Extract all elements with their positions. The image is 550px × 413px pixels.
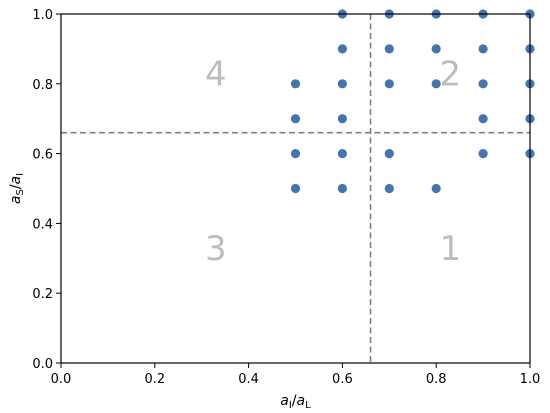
y-tick-label: 0.4 xyxy=(32,217,53,232)
x-tick-label: 0.4 xyxy=(238,372,259,387)
x-tick-label: 0.8 xyxy=(426,372,447,387)
plot-area: 1 2 3 4 xyxy=(61,9,535,363)
y-tick-label: 0.8 xyxy=(32,78,53,93)
x-axis-label-sub: I xyxy=(289,400,292,411)
data-point xyxy=(431,183,441,194)
data-point xyxy=(478,79,488,89)
data-point xyxy=(478,44,488,54)
data-point xyxy=(290,149,301,159)
x-tick-label: 0.2 xyxy=(144,372,165,387)
y-axis-label-sub2: I xyxy=(15,173,26,176)
x-tick-label: 0.0 xyxy=(51,372,72,387)
data-point xyxy=(384,149,394,159)
data-point xyxy=(431,79,441,89)
data-point xyxy=(337,183,347,194)
x-axis-label-sep: / xyxy=(292,393,297,409)
data-point xyxy=(290,79,301,89)
plot-frame xyxy=(60,13,531,364)
data-point xyxy=(478,149,488,159)
data-point xyxy=(384,44,394,54)
x-axis-label: aI/aL xyxy=(280,393,311,411)
x-tick-label: 0.6 xyxy=(332,372,353,387)
x-axis-label-main2: a xyxy=(297,393,306,409)
data-point xyxy=(431,44,441,54)
x-tick-label: 1.0 xyxy=(520,372,541,387)
data-point xyxy=(337,114,347,124)
region-label-4: 4 xyxy=(205,54,227,94)
x-axis-label-main: a xyxy=(280,393,289,409)
x-axis-label-sub2: L xyxy=(305,400,311,411)
y-tick-label: 1.0 xyxy=(32,8,53,23)
region-label-1: 1 xyxy=(439,229,461,269)
data-point xyxy=(337,79,347,89)
data-point xyxy=(337,149,347,159)
x-axis: 0.0 0.2 0.4 0.6 0.8 1.0 xyxy=(51,363,541,387)
data-point xyxy=(478,114,488,124)
region-label-2: 2 xyxy=(439,54,461,94)
y-tick-label: 0.0 xyxy=(32,357,53,372)
y-axis-label: aS/aI xyxy=(8,173,26,204)
data-point xyxy=(337,44,347,54)
y-axis-label-main: a xyxy=(8,196,24,205)
y-axis: 0.0 0.2 0.4 0.6 0.8 1.0 xyxy=(32,8,61,372)
region-label-3: 3 xyxy=(205,229,227,269)
y-axis-label-sep: / xyxy=(8,184,24,189)
y-tick-label: 0.2 xyxy=(32,287,53,302)
data-point xyxy=(384,183,394,194)
y-tick-label: 0.6 xyxy=(32,148,53,163)
y-axis-label-main2: a xyxy=(8,176,24,185)
data-point xyxy=(290,114,301,124)
data-point xyxy=(384,79,394,89)
y-axis-label-sub: S xyxy=(15,189,26,195)
data-point xyxy=(290,183,301,194)
